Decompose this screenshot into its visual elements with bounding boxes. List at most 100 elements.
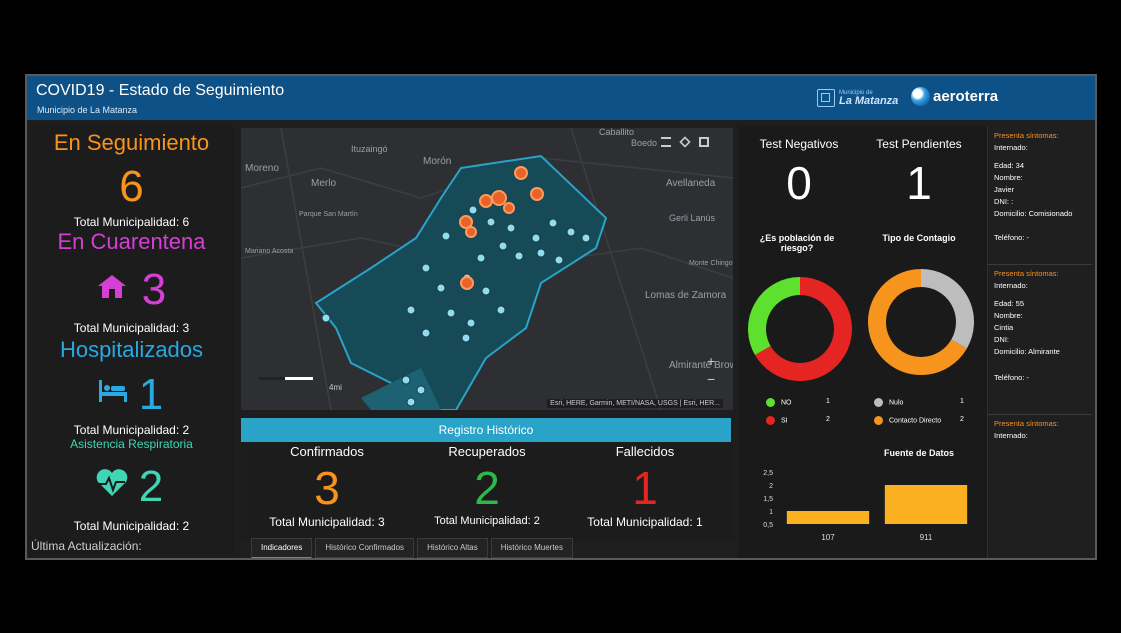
tab-historico-confirmados[interactable]: Histórico Confirmados bbox=[315, 538, 415, 558]
case-card: Presenta síntomas: Internado: bbox=[994, 418, 1059, 442]
legend-label: NO bbox=[781, 399, 792, 407]
case-nombre-value: Javier bbox=[994, 185, 1015, 194]
layers-icon[interactable] bbox=[679, 136, 691, 148]
case-card: Presenta síntomas: Internado: Edad: 34 N… bbox=[994, 130, 1072, 244]
bar-107[interactable] bbox=[786, 511, 870, 524]
legend-value: 1 bbox=[960, 398, 964, 405]
case-telefono: Teléfono: - bbox=[994, 233, 1030, 242]
hospitalizados-value: 1 bbox=[138, 370, 164, 419]
registro-title: Registro Histórico bbox=[241, 418, 731, 442]
contagio-legend-nulo: Nulo 1 bbox=[874, 398, 964, 407]
cuarentena-title: En Cuarentena bbox=[57, 229, 206, 254]
case-nombre: Nombre: bbox=[994, 311, 1023, 320]
legend-label: Nulo bbox=[889, 399, 904, 407]
contagio-title: Tipo de Contagio bbox=[882, 233, 956, 243]
right-panel: Test Negativos 0 Test Pendientes 1 ¿Es p… bbox=[739, 126, 1094, 558]
confirmados-value: 3 bbox=[314, 462, 340, 514]
app-subtitle: Municipio de La Matanza bbox=[37, 105, 138, 115]
zoom-in-button[interactable]: + bbox=[707, 353, 716, 369]
place-label-10: Monte Chingolo bbox=[689, 260, 733, 267]
respiratoria-value: 2 bbox=[138, 462, 164, 511]
legend-label: SI bbox=[781, 417, 788, 425]
donut-slice-no[interactable] bbox=[748, 277, 801, 355]
contagio-donut-chart bbox=[868, 269, 974, 375]
place-label-4: Moreno bbox=[245, 163, 279, 174]
header-bar: COVID19 - Estado de Seguimiento Municipi… bbox=[27, 76, 1095, 120]
place-label-8: Avellaneda bbox=[666, 178, 716, 189]
place-label-0: Caballito bbox=[599, 128, 634, 137]
legend-dot-icon bbox=[766, 398, 775, 407]
case-sintomas: Presenta síntomas: bbox=[994, 131, 1059, 140]
case-divider bbox=[988, 264, 1092, 265]
tab-historico-altas[interactable]: Histórico Altas bbox=[417, 538, 488, 558]
cuarentena-total: Total Municipalidad: 3 bbox=[73, 321, 190, 335]
zoom-out-button[interactable]: − bbox=[707, 371, 716, 387]
legend-dot-icon bbox=[874, 398, 883, 407]
case-internado: Internado: bbox=[994, 143, 1028, 152]
tab-historico-muertes[interactable]: Histórico Muertes bbox=[490, 538, 573, 558]
seguimiento-title: En Seguimiento bbox=[53, 130, 210, 155]
respiratoria-title: Asistencia Respiratoria bbox=[70, 437, 193, 451]
fuente-bar-chart: 2,5 2 1,5 1 0,5 107 911 bbox=[763, 470, 968, 542]
contagio-legend-directo: Contacto Directo 2 bbox=[874, 416, 964, 425]
hospitalizados-total: Total Municipalidad: 2 bbox=[73, 423, 190, 437]
bar-911[interactable] bbox=[884, 485, 968, 524]
donut-slice-si[interactable] bbox=[754, 277, 852, 381]
donut-slice-nulo[interactable] bbox=[920, 269, 974, 349]
map-attribution: Esri, HERE, Garmin, METI/NASA, USGS | Es… bbox=[547, 399, 723, 408]
map-view[interactable]: Caballito Boedo Ituzaingó Morón Moreno M… bbox=[241, 128, 733, 410]
indicators-panel: En Seguimiento 6 Total Municipalidad: 6 … bbox=[29, 126, 234, 558]
y-tick-label: 2,5 bbox=[763, 470, 773, 477]
municipio-logo-icon bbox=[817, 89, 835, 107]
place-label-6: Parque San Martín bbox=[299, 211, 358, 218]
case-nombre-value: Cintia bbox=[994, 323, 1014, 332]
donut-slice-contacto-directo[interactable] bbox=[868, 269, 967, 375]
app-title: COVID19 - Estado de Seguimiento bbox=[36, 82, 285, 99]
legend-value: 2 bbox=[826, 416, 830, 423]
legend-label: Contacto Directo bbox=[889, 417, 942, 425]
fallecidos-total: Total Municipalidad: 1 bbox=[587, 515, 703, 529]
riesgo-legend-no: NO 1 bbox=[766, 398, 830, 407]
globe-icon bbox=[911, 87, 930, 106]
fallecidos-value: 1 bbox=[632, 462, 658, 514]
seguimiento-total: Total Municipalidad: 6 bbox=[73, 215, 190, 229]
place-label-5: Merlo bbox=[311, 178, 336, 189]
cases-list[interactable]: Presenta síntomas: Internado: Edad: 34 N… bbox=[987, 126, 1094, 558]
tab-indicadores[interactable]: Indicadores bbox=[251, 538, 313, 558]
list-icon[interactable] bbox=[661, 137, 671, 147]
place-label-9: Gerli Lanús bbox=[669, 213, 716, 223]
confirmados-label: Confirmados bbox=[290, 444, 364, 459]
legend-dot-icon bbox=[874, 416, 883, 425]
case-nombre: Nombre: bbox=[994, 173, 1023, 182]
legend-value: 2 bbox=[960, 416, 964, 423]
registro-historico-panel: Registro Histórico Confirmados 3 Total M… bbox=[241, 416, 733, 540]
riesgo-donut-chart bbox=[748, 277, 852, 381]
case-domicilio: Domicilio: Almirante bbox=[994, 347, 1060, 356]
basemap-gallery-icon[interactable] bbox=[699, 137, 709, 147]
case-edad: Edad: 34 bbox=[994, 161, 1025, 170]
recuperados-value: 2 bbox=[474, 462, 500, 514]
place-label-11: Lomas de Zamora bbox=[645, 290, 727, 301]
case-sintomas: Presenta síntomas: bbox=[994, 419, 1059, 428]
bottom-tabs: Indicadores Histórico Confirmados Histór… bbox=[251, 538, 576, 558]
recuperados-total: Total Municipalidad: 2 bbox=[434, 515, 540, 527]
aeroterra-logo: aeroterra bbox=[911, 87, 998, 106]
logo1-big-text: La Matanza bbox=[839, 94, 899, 107]
cuarentena-value: 3 bbox=[141, 265, 167, 314]
riesgo-legend-si: SI 2 bbox=[766, 416, 830, 425]
x-tick-label: 911 bbox=[920, 533, 933, 542]
house-icon bbox=[98, 275, 126, 298]
test-pendientes-value: 1 bbox=[906, 157, 932, 209]
place-label-3: Morón bbox=[423, 156, 451, 167]
heartbeat-icon bbox=[96, 469, 128, 496]
case-internado: Internado: bbox=[994, 281, 1028, 290]
x-tick-label: 107 bbox=[821, 533, 835, 542]
riesgo-title: ¿Es población de riesgo? bbox=[759, 233, 835, 253]
map-canvas[interactable]: Caballito Boedo Ituzaingó Morón Moreno M… bbox=[241, 128, 733, 410]
case-sintomas: Presenta síntomas: bbox=[994, 269, 1059, 278]
case-card: Presenta síntomas: Internado: Edad: 55 N… bbox=[994, 268, 1060, 384]
recuperados-label: Recuperados bbox=[448, 444, 526, 459]
la-matanza-logo: Municipio de La Matanza bbox=[817, 86, 898, 110]
test-negativos-label: Test Negativos bbox=[759, 137, 839, 151]
y-tick-label: 2 bbox=[769, 483, 773, 490]
